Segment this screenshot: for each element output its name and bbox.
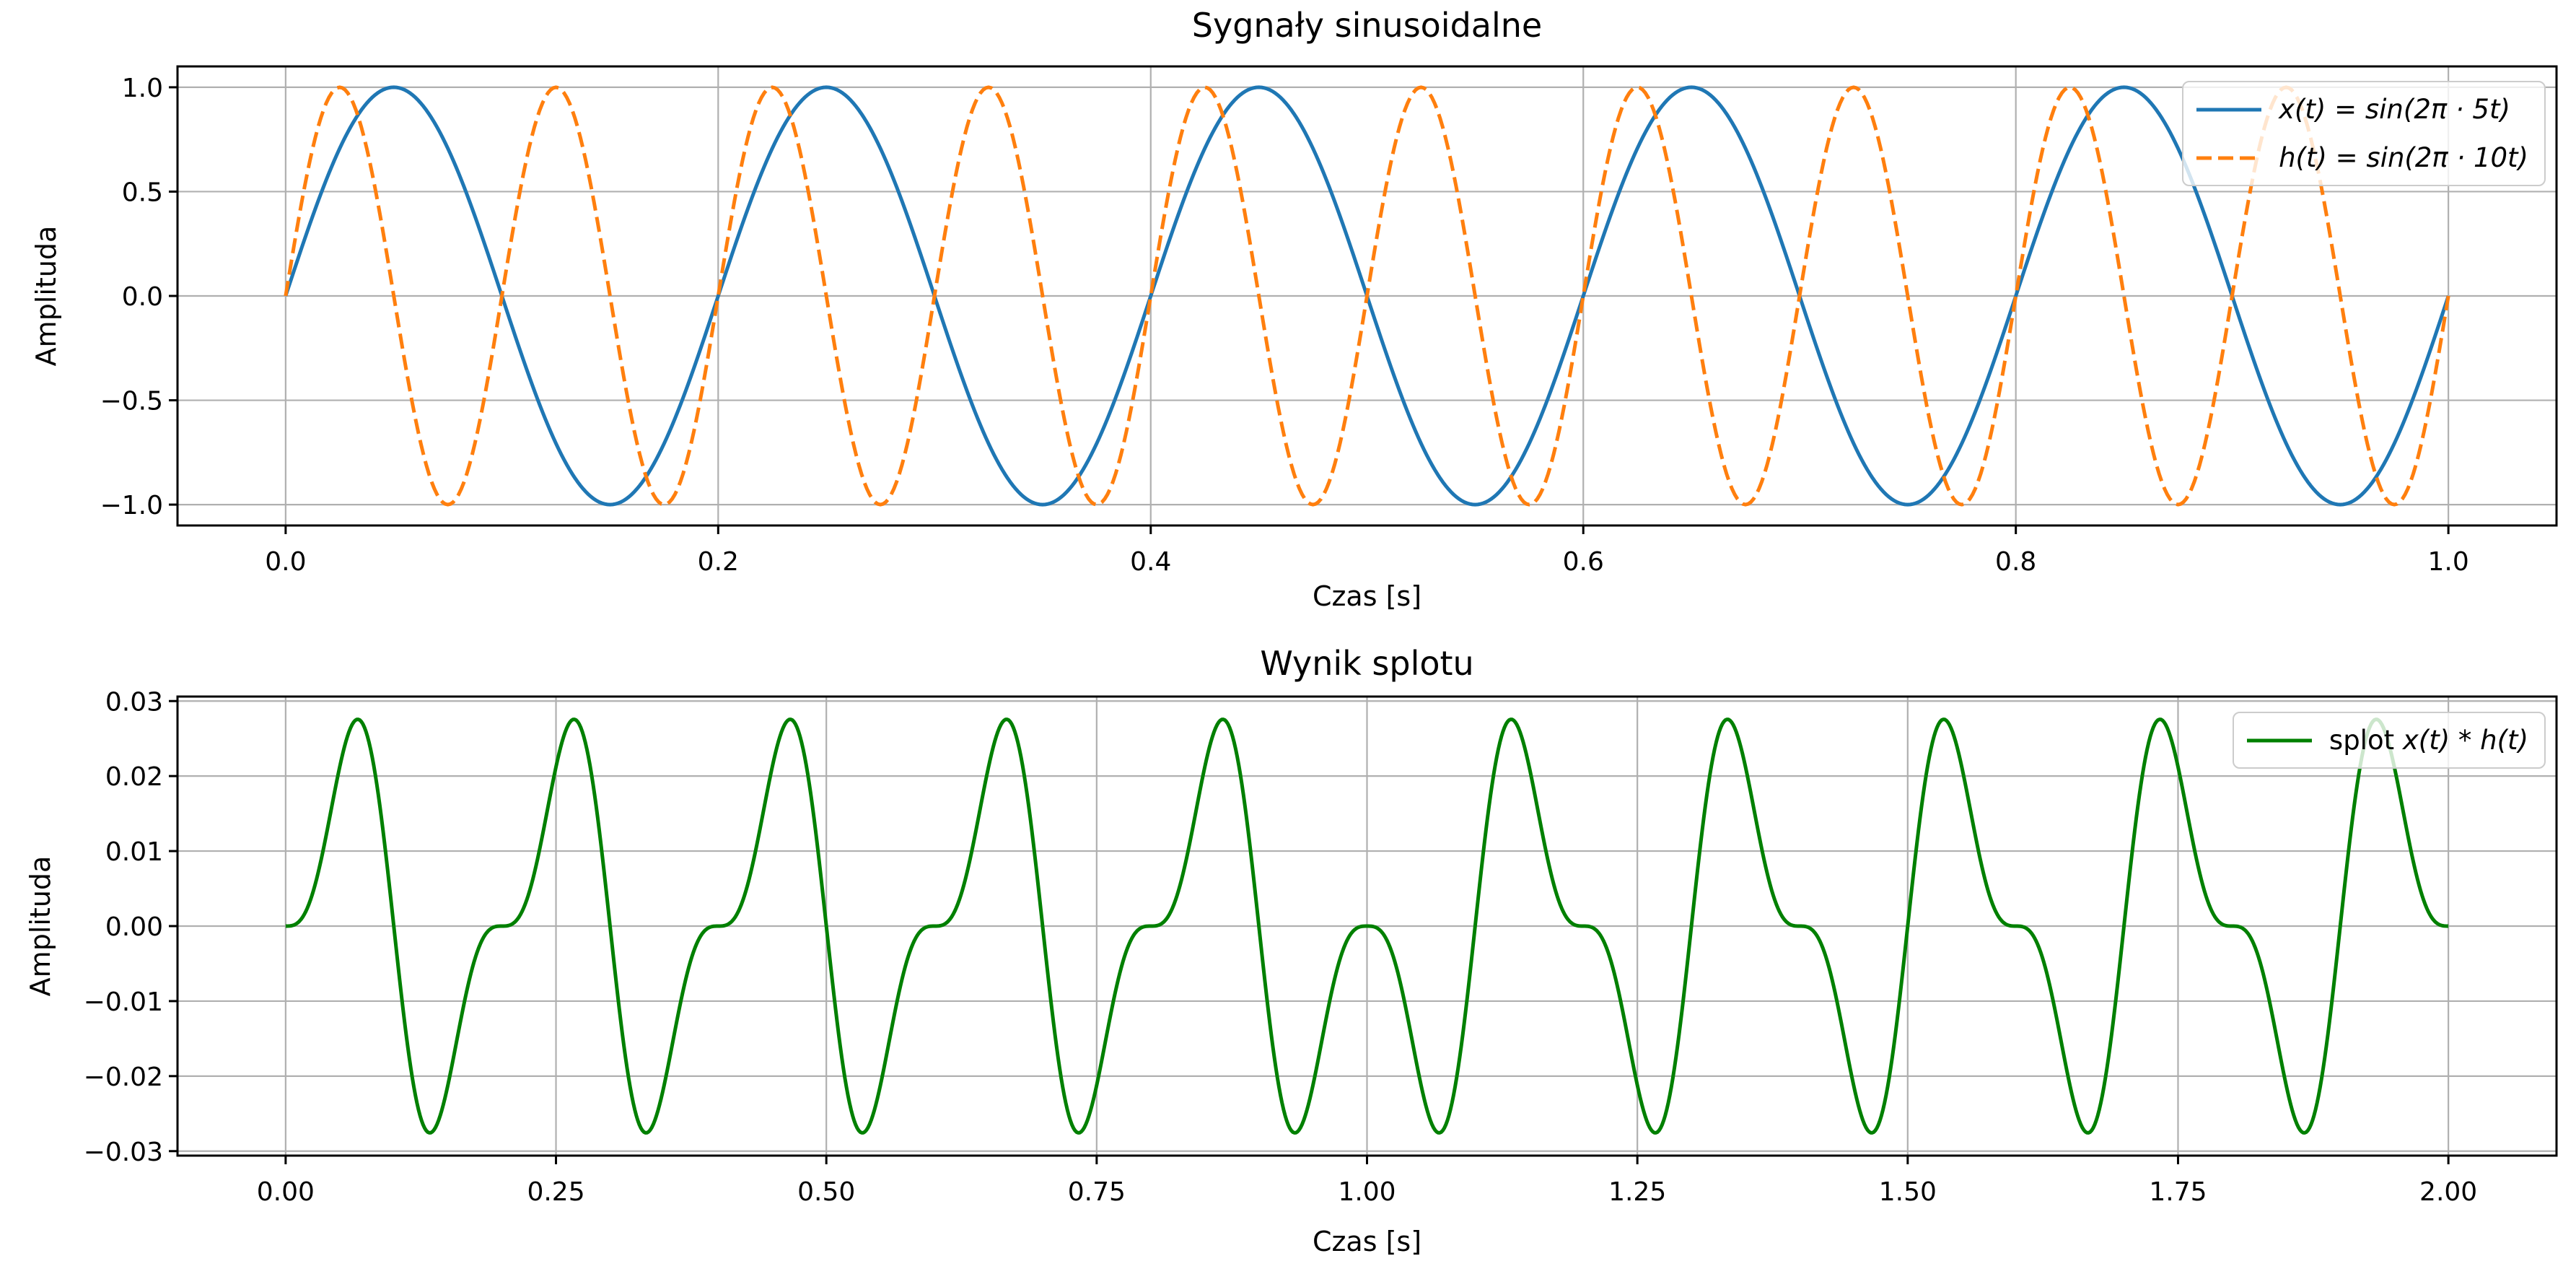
legend-label-splot: splot x(t) * h(t) [2329,725,2528,756]
x-tick-label: 0.2 [698,547,739,577]
legend-label-splot-math: x(t) * h(t) [2402,725,2528,756]
y-tick-label: 0.01 [105,837,163,867]
legend-convolution: splot x(t) * h(t) [2232,712,2546,769]
legend-label-x: x(t) = sin(2π · 5t) [2279,94,2510,125]
legend-line-sample-h [2196,156,2262,160]
x-tick-label: 0.6 [1563,547,1604,577]
x-tick-label: 1.0 [2428,547,2469,577]
legend-entry-splot: splot x(t) * h(t) [2246,725,2528,756]
x-tick-label: 0.50 [797,1177,855,1207]
x-axis-label-bottom: Czas [s] [1312,1226,1422,1257]
x-tick-label: 0.0 [265,547,306,577]
y-axis-label-bottom: Amplituda [25,855,56,997]
x-tick-label: 1.50 [1879,1177,1937,1207]
y-tick-label: 0.03 [105,687,163,717]
y-tick-label: 0.5 [122,178,163,207]
x-tick-label: 1.00 [1338,1177,1396,1207]
x-tick-label: 0.00 [257,1177,315,1207]
y-tick-label: −0.03 [84,1138,163,1167]
x-tick-label: 0.8 [1995,547,2036,577]
plot-title-sinusoids: Sygnały sinusoidalne [1191,6,1543,45]
y-tick-label: −0.02 [84,1063,163,1092]
x-tick-label: 0.25 [527,1177,584,1207]
y-tick-label: 0.0 [122,282,163,312]
legend-label-splot-prefix: splot [2329,725,2403,756]
plot-convolution: 0.00 0.25 0.50 0.75 1.00 1.25 1.50 1.75 2.00 −0.0… [84,687,2558,1207]
y-tick-label: −0.01 [84,987,163,1017]
series-line-splot [285,717,2449,1135]
legend-label-h: h(t) = sin(2π · 10t) [2279,142,2528,173]
y-axis-label-top: Amplituda [30,225,62,367]
y-tick-label: −0.5 [100,387,163,416]
x-tick-label: 2.00 [2419,1177,2477,1207]
x-tick-label: 0.75 [1068,1177,1126,1207]
y-tick-label: 0.00 [105,912,163,942]
y-tick-label: 0.02 [105,762,163,792]
x-tick-label: 0.4 [1130,547,1171,577]
x-tick-label: 1.75 [2149,1177,2207,1207]
x-tick-label: 1.25 [1608,1177,1666,1207]
legend-entry-x: x(t) = sin(2π · 5t) [2196,94,2528,125]
legend-sinusoids: x(t) = sin(2π · 5t) h(t) = sin(2π · 10t) [2182,81,2546,186]
x-axis-label-top: Czas [s] [1312,580,1422,612]
legend-line-sample-x [2196,108,2262,111]
legend-line-sample-splot [2246,738,2312,742]
y-tick-label: 1.0 [122,74,163,103]
plot-title-convolution: Wynik splotu [1260,644,1474,683]
legend-entry-h: h(t) = sin(2π · 10t) [2196,142,2528,173]
series-line-h [284,85,2450,507]
y-tick-label: −1.0 [100,491,163,520]
